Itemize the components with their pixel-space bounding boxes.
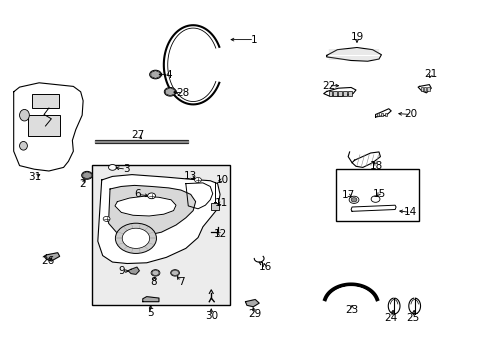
Text: 23: 23: [345, 305, 358, 315]
Text: 30: 30: [204, 311, 217, 321]
Circle shape: [149, 70, 161, 79]
Circle shape: [108, 165, 116, 170]
Polygon shape: [417, 85, 430, 93]
Polygon shape: [98, 175, 220, 264]
Text: 26: 26: [41, 256, 55, 266]
Text: 1: 1: [250, 35, 257, 45]
Polygon shape: [115, 196, 176, 216]
Text: 8: 8: [150, 276, 157, 287]
Text: 19: 19: [349, 32, 363, 42]
Polygon shape: [323, 87, 355, 96]
Polygon shape: [128, 267, 139, 274]
Bar: [384, 113, 386, 116]
Ellipse shape: [20, 109, 29, 121]
Bar: [211, 203, 218, 210]
Circle shape: [148, 193, 155, 198]
Text: 5: 5: [147, 308, 154, 318]
Circle shape: [115, 223, 156, 253]
Bar: [28, 115, 60, 136]
Bar: [336, 169, 418, 221]
Circle shape: [81, 171, 92, 179]
Text: 21: 21: [424, 69, 437, 79]
Polygon shape: [326, 48, 381, 61]
Bar: [333, 91, 336, 96]
Bar: [347, 91, 351, 96]
Polygon shape: [350, 205, 395, 211]
Bar: [380, 113, 383, 116]
Polygon shape: [375, 109, 390, 117]
Text: 27: 27: [131, 130, 144, 140]
Text: 10: 10: [216, 175, 228, 185]
Text: 28: 28: [176, 88, 190, 98]
Circle shape: [170, 270, 179, 276]
Text: 25: 25: [406, 312, 419, 323]
Bar: [420, 87, 422, 91]
Text: 13: 13: [183, 171, 197, 181]
Text: 15: 15: [371, 189, 385, 199]
Text: 24: 24: [384, 312, 397, 323]
Ellipse shape: [20, 141, 27, 150]
Text: 12: 12: [213, 229, 226, 239]
Bar: [427, 87, 429, 91]
Polygon shape: [142, 297, 159, 302]
Circle shape: [103, 216, 110, 221]
Bar: [328, 91, 331, 96]
Text: 14: 14: [403, 207, 417, 217]
Bar: [423, 87, 426, 91]
Text: 6: 6: [134, 189, 141, 199]
Polygon shape: [95, 140, 188, 143]
Bar: [32, 94, 59, 108]
Bar: [376, 113, 379, 116]
Circle shape: [122, 228, 149, 248]
Text: 16: 16: [258, 262, 271, 272]
Polygon shape: [245, 300, 259, 307]
Circle shape: [151, 270, 160, 276]
Text: 2: 2: [79, 179, 85, 189]
Circle shape: [350, 198, 356, 202]
Text: 11: 11: [214, 198, 227, 208]
Text: 20: 20: [404, 109, 416, 120]
Text: 7: 7: [177, 276, 184, 287]
Text: 31: 31: [28, 172, 42, 182]
Circle shape: [194, 177, 201, 183]
Text: 22: 22: [321, 81, 335, 91]
Text: 18: 18: [369, 161, 383, 171]
Polygon shape: [108, 185, 195, 236]
Text: 17: 17: [341, 190, 355, 200]
Text: 9: 9: [118, 266, 124, 276]
Bar: [338, 91, 341, 96]
Bar: [92, 165, 229, 305]
Polygon shape: [44, 253, 60, 261]
Circle shape: [348, 196, 358, 203]
Text: 4: 4: [165, 69, 172, 80]
Polygon shape: [14, 83, 83, 171]
Circle shape: [147, 193, 155, 199]
Circle shape: [370, 196, 379, 202]
Circle shape: [164, 87, 176, 96]
Text: 3: 3: [122, 164, 129, 174]
Text: 29: 29: [248, 309, 262, 319]
Bar: [343, 91, 346, 96]
Polygon shape: [351, 152, 380, 167]
